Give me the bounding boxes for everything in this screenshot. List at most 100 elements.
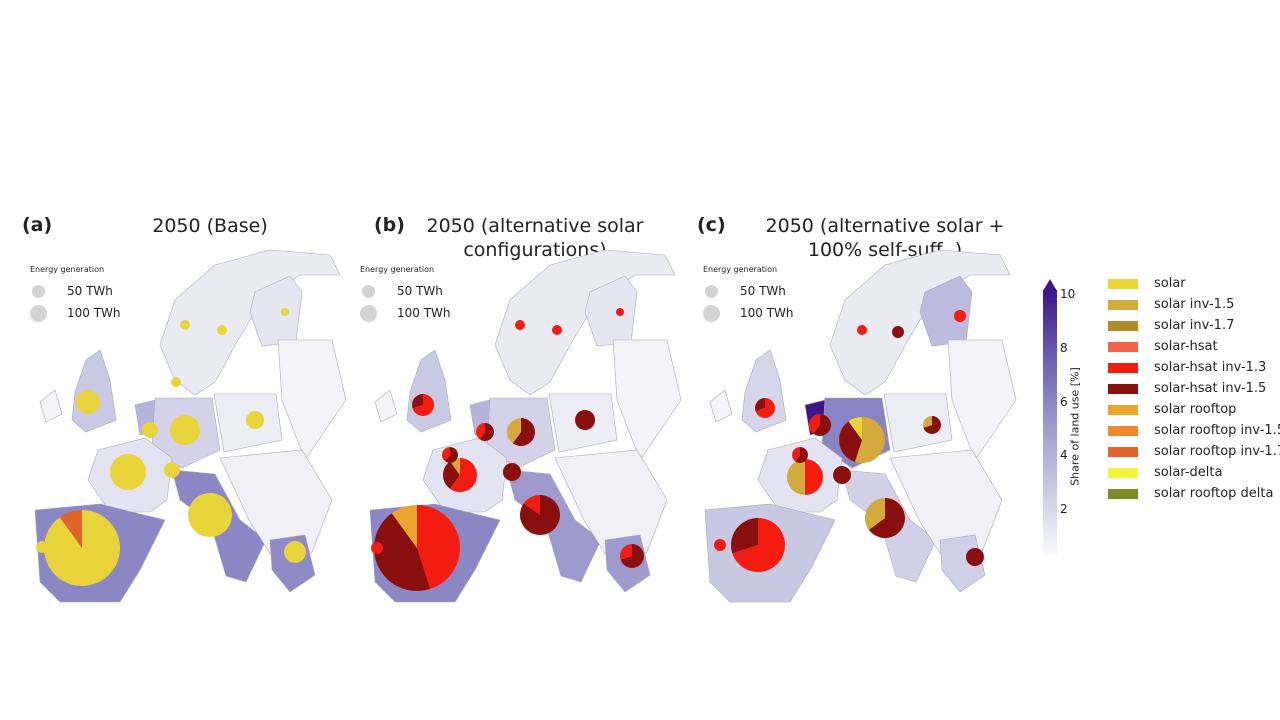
pie-chart: [170, 415, 200, 445]
pie-chart: [217, 325, 227, 335]
size-legend-c: Energy generation 50 TWh 100 TWh: [703, 265, 794, 324]
country-poland: [883, 393, 953, 453]
pie-chart: [164, 462, 180, 478]
country-scand: [159, 249, 341, 396]
pie-chart: [371, 542, 383, 554]
pie-slice: [442, 461, 460, 489]
pie-chart: [792, 447, 808, 464]
pie-chart: [507, 418, 535, 446]
pie-slice: [476, 423, 485, 440]
legend-label: solar rooftop delta: [1154, 486, 1274, 501]
size-dot-100: [30, 304, 47, 322]
country-ireland: [709, 389, 733, 423]
technology-legend: solar solar inv-1.5 solar inv-1.7 solar-hsa…: [1108, 276, 1280, 507]
pie-slice: [76, 390, 100, 414]
pie-chart: [43, 510, 120, 587]
pie-slice: [787, 459, 805, 495]
pie-slice: [374, 513, 431, 591]
panel-a-label: (a): [22, 214, 53, 236]
pie-slice: [246, 411, 264, 429]
size-legend-title: Energy generation: [703, 265, 778, 274]
pie-chart: [833, 466, 851, 484]
legend-item: solar inv-1.5: [1108, 297, 1280, 312]
legend-label: solar-hsat inv-1.3: [1154, 360, 1267, 375]
pie-slice: [445, 447, 458, 464]
pie-slice: [854, 417, 886, 464]
pie-slice: [616, 308, 624, 316]
pie-chart: [281, 308, 289, 316]
pie-slice: [450, 458, 477, 493]
pie-chart: [503, 463, 521, 481]
pie-chart: [171, 377, 181, 387]
legend-label: solar: [1154, 276, 1186, 291]
size-legend-title: Energy generation: [30, 265, 105, 274]
pie-chart: [857, 325, 867, 335]
pie-chart: [731, 518, 785, 572]
pie-chart: [110, 454, 146, 490]
pie-chart: [552, 325, 562, 335]
pie-slice: [792, 447, 800, 462]
pie-slice: [868, 498, 905, 538]
pie-slice: [142, 422, 158, 438]
pie-slice: [954, 310, 966, 322]
legend-label: solar-hsat inv-1.5: [1154, 381, 1267, 396]
legend-label: solar-hsat: [1154, 339, 1218, 354]
pie-slice: [755, 398, 765, 412]
colorbar-tick: 2: [1060, 502, 1068, 516]
pie-slice: [479, 423, 494, 441]
legend-swatch: [1108, 320, 1138, 331]
legend-item: solar rooftop inv-1.5: [1108, 423, 1280, 438]
pie-slice: [795, 447, 808, 464]
pie-slice: [284, 541, 306, 563]
size-label-50: 50 TWh: [740, 284, 786, 298]
panel-c-label: (c): [697, 214, 726, 236]
pie-chart: [892, 326, 904, 338]
pie-slice: [833, 466, 851, 484]
pie-chart: [923, 416, 941, 434]
pie-slice: [217, 325, 227, 335]
pie-slice: [523, 495, 540, 515]
pie-slice: [865, 498, 885, 530]
pie-chart: [755, 398, 775, 418]
legend-label: solar rooftop: [1154, 402, 1237, 417]
pie-slice: [575, 410, 595, 430]
pie-chart: [442, 447, 458, 464]
pie-chart: [865, 498, 905, 538]
pie-chart: [809, 414, 831, 436]
pie-slice: [180, 320, 190, 330]
size-legend-b: Energy generation 50 TWh 100 TWh: [360, 265, 451, 324]
size-dot-50: [32, 284, 45, 298]
legend-item: solar-delta: [1108, 465, 1280, 480]
country-east: [947, 339, 1017, 461]
size-legend-title: Energy generation: [360, 265, 435, 274]
country-scand: [494, 249, 676, 396]
pie-slice: [412, 394, 434, 417]
pie-slice: [966, 548, 984, 566]
pie-slice: [110, 454, 146, 490]
pie-slice: [371, 542, 383, 554]
colorbar-tick: 8: [1060, 341, 1068, 355]
pie-chart: [966, 548, 984, 566]
legend-label: solar inv-1.7: [1154, 318, 1235, 333]
pie-slice: [923, 416, 941, 434]
panel-b-title: 2050 (alternative solar configurations): [426, 215, 644, 261]
pie-slice: [512, 418, 535, 446]
pie-chart: [787, 459, 823, 495]
pie-chart: [714, 539, 726, 551]
size-label-100: 100 TWh: [740, 306, 794, 320]
legend-item: solar inv-1.7: [1108, 318, 1280, 333]
legend-label: solar rooftop inv-1.5: [1154, 423, 1280, 438]
pie-chart: [476, 423, 494, 441]
pie-chart: [412, 394, 434, 417]
country-uk: [406, 349, 452, 433]
colorbar-extend-arrow: [1043, 279, 1057, 291]
pie-slice: [391, 505, 417, 548]
pie-chart: [839, 417, 886, 464]
pie-slice: [442, 447, 450, 462]
map-panel-a: [34, 249, 347, 603]
size-dot-100: [360, 304, 377, 322]
pie-slice: [59, 510, 82, 548]
pie-slice: [813, 414, 831, 436]
pie-chart: [284, 541, 306, 563]
pie-slice: [412, 394, 423, 409]
